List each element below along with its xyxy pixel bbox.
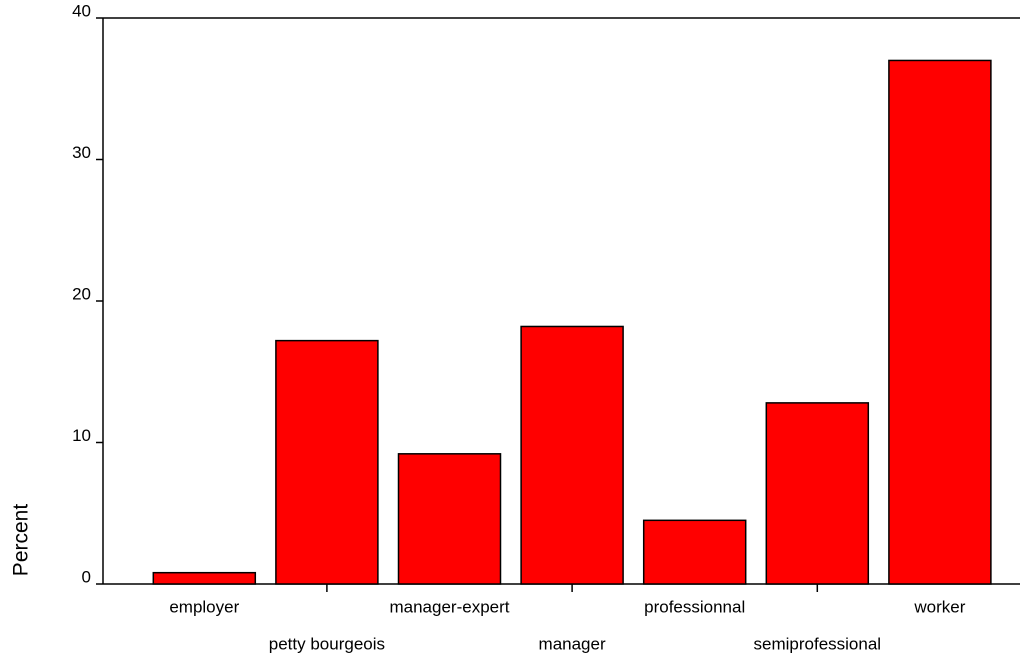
bar xyxy=(888,59,992,585)
x-tick-label: worker xyxy=(913,597,965,616)
x-tick-label: petty bourgeois xyxy=(269,634,385,653)
bar xyxy=(152,571,257,585)
bar xyxy=(275,339,379,585)
y-tick-label: 20 xyxy=(72,284,91,303)
x-tick-label: semiprofessional xyxy=(754,634,882,653)
bar xyxy=(397,453,502,585)
y-tick-label: 0 xyxy=(82,567,91,586)
y-tick-label: 30 xyxy=(72,143,91,162)
x-tick-label: professionnal xyxy=(644,597,745,616)
x-tick-label: manager xyxy=(539,634,606,653)
x-tick-label: manager-expert xyxy=(389,597,509,616)
bar xyxy=(642,519,747,585)
bar xyxy=(520,325,624,585)
bar xyxy=(765,402,870,585)
y-axis-label: Percent xyxy=(10,504,33,577)
y-tick-label: 10 xyxy=(72,426,91,445)
y-tick-label: 40 xyxy=(72,1,91,20)
x-tick-label: employer xyxy=(169,597,239,616)
